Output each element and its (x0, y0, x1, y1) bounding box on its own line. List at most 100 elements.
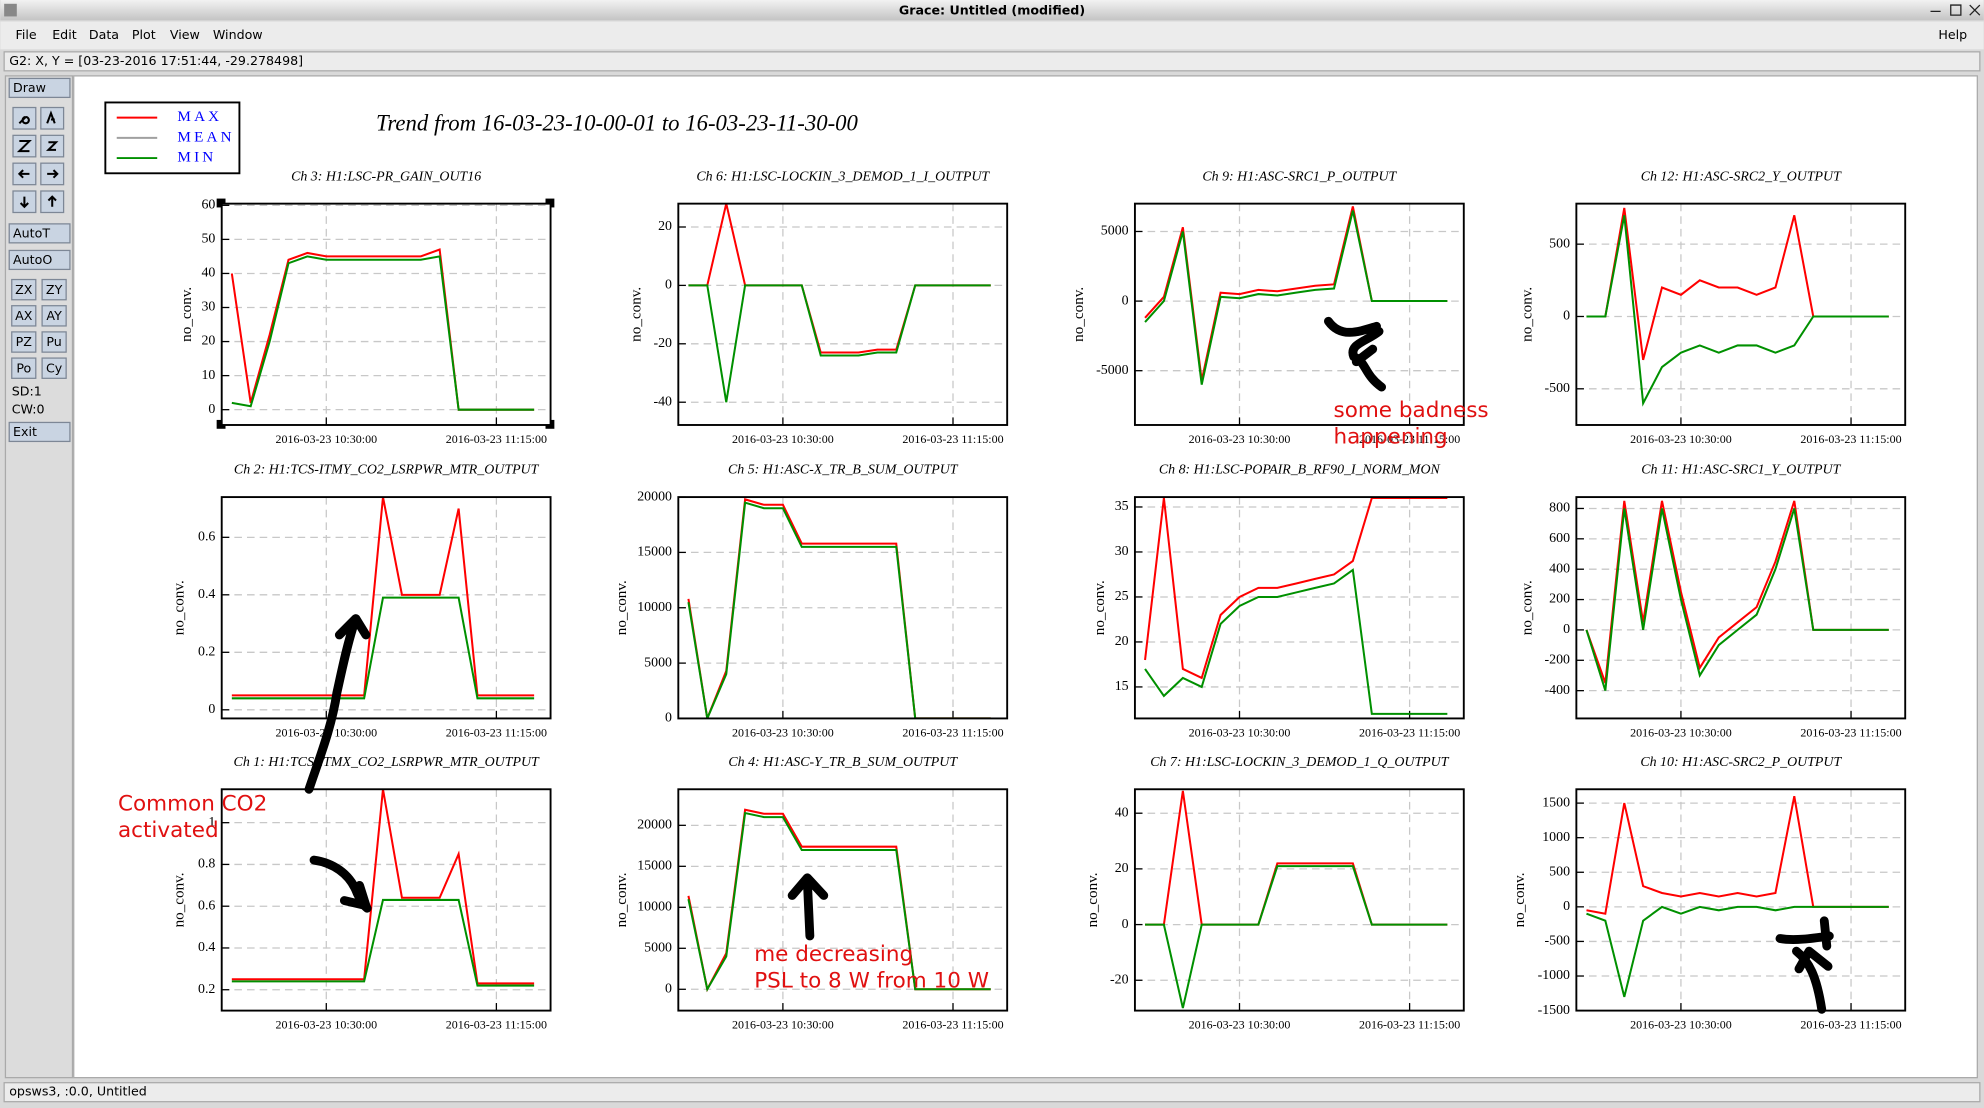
x-tick-label: 2016-03-23 10:30:00 (732, 725, 834, 739)
y-tick-label: -1500 (1538, 1003, 1570, 1018)
plot-frame (1575, 496, 1907, 720)
y-tick-label: 50 (201, 232, 215, 247)
plot-bg (1134, 497, 1464, 719)
plot-bg (1576, 789, 1906, 1011)
y-tick-label: 20 (201, 334, 215, 349)
series-line (231, 255, 535, 411)
x-tick-label: 2016-03-23 10:30:00 (732, 432, 834, 446)
y-tick-label: 30 (201, 300, 215, 315)
x-tick-label: 2016-03-23 11:15:00 (1800, 432, 1901, 446)
y-tick-label: 1 (208, 815, 215, 830)
series-line (1585, 508, 1889, 691)
y-tick-label: -400 (1545, 683, 1571, 698)
auto-button[interactable] (8, 223, 71, 244)
y-tick-label: 25 (1115, 589, 1129, 604)
chart-title: Ch 6: H1:LSC-LOCKIN_3_DEMOD_1_I_OUTPUT (696, 169, 990, 184)
series-line (1145, 865, 1448, 1009)
series-line (1586, 905, 1889, 998)
chart-title: Ch 11: H1:ASC-SRC1_Y_OUTPUT (1641, 463, 1841, 478)
axis-label: ZY (46, 282, 63, 297)
y-tick-label: 0 (665, 278, 672, 293)
y-tick-label: 40 (201, 266, 215, 281)
plot-frame (1575, 202, 1907, 426)
series-line (687, 501, 991, 719)
draw-button[interactable] (8, 77, 71, 99)
axis-button[interactable] (41, 357, 67, 379)
axis-button[interactable] (11, 357, 37, 379)
menu-item[interactable]: Plot (132, 27, 156, 42)
tool-info: SD:1 (12, 384, 42, 399)
menu-item[interactable]: View (170, 27, 200, 42)
y-axis-label: no_conv. (1518, 580, 1535, 635)
menu-item[interactable]: Edit (52, 27, 76, 42)
coords-bar (3, 51, 1981, 72)
axis-button[interactable] (41, 278, 67, 301)
plot-frame (1133, 496, 1465, 720)
y-tick-label: 5000 (644, 940, 672, 955)
plot-frame (220, 788, 552, 1012)
x-tick-label: 2016-03-23 11:15:00 (1800, 725, 1901, 739)
chart-title: Ch 8: H1:LSC-POPAIR_B_RF90_I_NORM_MON (1159, 463, 1441, 478)
auto-button[interactable] (8, 249, 71, 271)
menu-item[interactable]: Window (213, 27, 263, 42)
y-tick-label: 0 (1563, 622, 1570, 637)
axis-button[interactable] (41, 305, 67, 327)
x-tick-label: 2016-03-23 11:15:00 (446, 432, 547, 446)
tool-icon (47, 169, 59, 179)
window-controls[interactable] (1930, 4, 1981, 16)
window-title: Grace: Untitled (modified) (899, 2, 1085, 17)
y-axis-label: no_conv. (613, 580, 630, 635)
y-tick-label: 500 (1549, 864, 1570, 879)
y-tick-label: -500 (1545, 934, 1571, 949)
x-tick-label: 2016-03-23 10:30:00 (275, 1018, 377, 1032)
legend-label: MEAN (177, 128, 234, 145)
axis-button[interactable] (11, 278, 37, 301)
y-tick-label: 20 (1115, 861, 1129, 876)
axis-button[interactable] (41, 331, 67, 353)
y-tick-label: 600 (1549, 531, 1570, 546)
axis-button[interactable] (11, 331, 37, 353)
axis-label: Pu (46, 334, 61, 349)
axis-button[interactable] (11, 305, 37, 327)
axis-label: AX (15, 308, 33, 323)
chart-title: Ch 2: H1:TCS-ITMY_CO2_LSRPWR_MTR_OUTPUT (234, 463, 540, 478)
y-tick-label: 10 (201, 368, 215, 383)
menu-item[interactable]: Data (89, 27, 119, 42)
annotation: some badness (1334, 398, 1489, 423)
y-tick-label: 0.6 (198, 898, 215, 913)
menu-help[interactable]: Help (1938, 27, 1967, 42)
window-icon[interactable] (4, 3, 17, 17)
tool-icon (47, 195, 57, 207)
series-line (231, 898, 535, 987)
menu-item[interactable]: File (16, 27, 37, 42)
x-tick-label: 2016-03-23 10:30:00 (1189, 432, 1291, 446)
axis-label: AY (46, 308, 62, 323)
plot-frame (1575, 788, 1907, 1012)
annotation: me decreasing (754, 942, 913, 967)
y-axis-label: no_conv. (1518, 287, 1535, 342)
tool-icon (19, 196, 29, 209)
y-tick-label: 10000 (637, 899, 672, 914)
annotation: happening (1334, 425, 1448, 450)
annotation: Common CO2 (118, 791, 267, 816)
coords-text: G2: X, Y = [03-23-2016 17:51:44, -29.278… (9, 53, 303, 68)
status-bar (3, 1082, 1981, 1103)
y-axis-label: no_conv. (1070, 287, 1087, 342)
ink-arrows (304, 316, 1834, 1014)
y-tick-label: 0 (665, 711, 672, 726)
plot-bg (221, 203, 551, 425)
plot-frame (1133, 788, 1465, 1012)
y-tick-label: -20 (653, 336, 672, 351)
y-tick-label: -5000 (1096, 363, 1128, 378)
series-line (231, 497, 535, 697)
axis-label: PZ (16, 334, 33, 349)
chart-title: Ch 12: H1:ASC-SRC2_Y_OUTPUT (1641, 169, 1842, 184)
y-tick-label: 15000 (637, 545, 672, 560)
exit-button[interactable] (8, 421, 71, 443)
y-tick-label: -20 (1110, 972, 1129, 987)
y-tick-label: 60 (201, 198, 215, 213)
x-tick-label: 2016-03-23 11:15:00 (1359, 1018, 1460, 1032)
annotation: activated (118, 818, 219, 843)
x-tick-label: 2016-03-23 10:30:00 (1630, 432, 1732, 446)
